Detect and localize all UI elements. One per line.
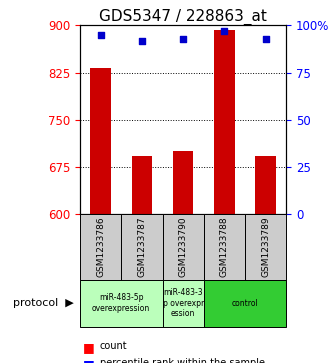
Bar xyxy=(80,214,121,280)
Bar xyxy=(121,214,163,280)
Point xyxy=(263,36,268,41)
Text: count: count xyxy=(100,341,128,351)
Text: GSM1233790: GSM1233790 xyxy=(178,216,188,277)
Point xyxy=(139,38,145,44)
Text: GSM1233788: GSM1233788 xyxy=(220,216,229,277)
Text: control: control xyxy=(232,299,258,307)
Text: GSM1233786: GSM1233786 xyxy=(96,216,105,277)
Text: GSM1233789: GSM1233789 xyxy=(261,216,270,277)
Bar xyxy=(90,68,111,214)
Bar xyxy=(245,214,286,280)
Text: miR-483-5p
overexpression: miR-483-5p overexpression xyxy=(92,293,150,313)
Bar xyxy=(204,280,286,327)
Bar xyxy=(132,156,152,214)
Text: percentile rank within the sample: percentile rank within the sample xyxy=(100,358,265,363)
Point xyxy=(222,28,227,34)
Bar xyxy=(80,280,163,327)
Text: protocol  ▶: protocol ▶ xyxy=(13,298,73,308)
Bar xyxy=(204,214,245,280)
Text: ■: ■ xyxy=(83,341,95,354)
Text: ■: ■ xyxy=(83,358,95,363)
Bar xyxy=(163,214,204,280)
Point xyxy=(180,36,186,41)
Text: GSM1233787: GSM1233787 xyxy=(137,216,147,277)
Text: miR-483-3
p overexpr
ession: miR-483-3 p overexpr ession xyxy=(163,288,204,318)
Bar xyxy=(214,30,235,214)
Point xyxy=(98,32,103,38)
Bar xyxy=(163,280,204,327)
Bar xyxy=(173,151,193,214)
Title: GDS5347 / 228863_at: GDS5347 / 228863_at xyxy=(99,9,267,25)
Bar xyxy=(255,156,276,214)
